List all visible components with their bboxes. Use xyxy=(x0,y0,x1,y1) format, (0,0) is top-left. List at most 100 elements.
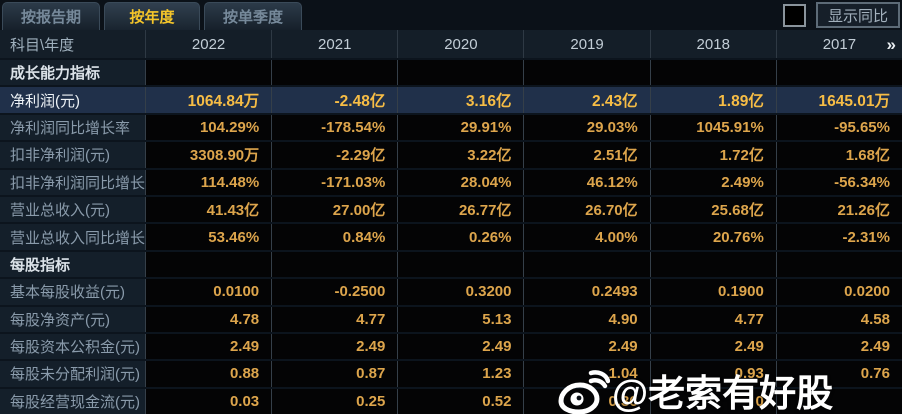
table-row[interactable]: 每股未分配利润(元) 0.88 0.87 1.23 1.04 0.93 0.76 xyxy=(0,359,902,387)
value-cell-2022: 114.48% xyxy=(145,169,272,195)
value-cell-2020: 28.04% xyxy=(397,169,524,195)
year-header-2020: 2020 xyxy=(397,30,523,58)
table-body: 成长能力指标 净利润(元) 1064.84万 -2.48亿 3.16亿 2.43亿 1.89… xyxy=(0,58,902,414)
tab-report-period[interactable]: 按报告期 xyxy=(2,2,101,30)
value-cell-2021: -178.54% xyxy=(271,114,398,141)
show-yoy-checkbox[interactable] xyxy=(782,3,806,27)
value-cell-2018: 0 xyxy=(649,388,776,414)
value-cell-2017: 2.49 xyxy=(775,333,902,360)
value-cell-2020: 0.52 xyxy=(397,388,524,414)
row-label: 扣非净利润(元) xyxy=(0,142,145,168)
value-cell-2018: 1045.91% xyxy=(649,114,776,141)
value-cell-2018 xyxy=(649,251,776,278)
value-cell-2022: 0.88 xyxy=(145,361,272,387)
table-row[interactable]: 每股资本公积金(元) 2.49 2.49 2.49 2.49 2.49 2.49 xyxy=(0,331,902,360)
value-cell-2017: -95.65% xyxy=(775,114,902,141)
value-cell-2019: 46.12% xyxy=(523,169,650,195)
value-cell-2019: 0.2493 xyxy=(523,279,650,305)
value-cell-2021: 0.87 xyxy=(271,361,398,387)
value-cell-2018: 4.77 xyxy=(649,306,776,332)
value-cell-2017: -2.31% xyxy=(775,224,902,250)
row-label: 每股资本公积金(元) xyxy=(0,333,145,360)
table-row[interactable]: 每股经营现金流(元) 0.03 0.25 0.52 0.36 0 xyxy=(0,386,902,414)
year-header-2021: 2021 xyxy=(271,30,397,58)
row-label: 每股指标 xyxy=(0,251,145,278)
table-row[interactable]: 营业总收入同比增长率53.46%0.84%0.26%4.00%20.76%-2.… xyxy=(0,222,902,250)
value-cell-2017 xyxy=(775,60,902,86)
value-cell-2019: 4.00% xyxy=(523,224,650,250)
value-cell-2018 xyxy=(649,60,776,86)
value-cell-2020: 2.49 xyxy=(397,333,524,360)
table-row[interactable]: 扣非净利润同比增长率114.48%-171.03%28.04%46.12%2.4… xyxy=(0,167,902,195)
value-cell-2019: 2.51亿 xyxy=(523,142,650,168)
value-cell-2018: 1.72亿 xyxy=(649,142,776,168)
value-cell-2022: 0.03 xyxy=(145,388,272,414)
value-cell-2017: 21.26亿 xyxy=(775,196,902,223)
table-row[interactable]: 每股净资产(元) 4.78 4.77 5.13 4.90 4.77 4.58 xyxy=(0,304,902,332)
value-cell-2019: 26.70亿 xyxy=(523,196,650,223)
year-header-2017-label: 2017 xyxy=(822,35,857,53)
value-cell-2019: 4.90 xyxy=(523,306,650,332)
value-cell-2021: -2.29亿 xyxy=(271,142,398,168)
yoy-controls: 显示同比 xyxy=(782,2,900,28)
table-row[interactable]: 净利润同比增长率 104.29% -178.54% 29.91% 29.03% 1045.… xyxy=(0,112,902,141)
value-cell-2021: -0.2500 xyxy=(271,279,398,305)
row-label: 营业总收入(元) xyxy=(0,196,145,223)
value-cell-2019 xyxy=(523,251,650,278)
value-cell-2022 xyxy=(145,251,272,278)
value-cell-2020: 0.3200 xyxy=(397,279,524,305)
value-cell-2020: 0.26% xyxy=(397,224,524,250)
value-cell-2018: 1.89亿 xyxy=(649,87,776,113)
row-label: 基本每股收益(元) xyxy=(0,279,145,305)
value-cell-2017: 0.76 xyxy=(775,361,902,387)
value-cell-2022: 4.78 xyxy=(145,306,272,332)
year-header-2022: 2022 xyxy=(145,30,271,58)
value-cell-2021 xyxy=(271,60,398,86)
value-cell-2021: 0.25 xyxy=(271,388,398,414)
value-cell-2020: 29.91% xyxy=(397,114,524,141)
row-label: 净利润同比增长率 xyxy=(0,114,145,141)
year-header-2019: 2019 xyxy=(523,30,649,58)
row-label: 每股经营现金流(元) xyxy=(0,388,145,414)
row-label: 营业总收入同比增长率 xyxy=(0,224,145,250)
value-cell-2021 xyxy=(271,251,398,278)
year-header-2018: 2018 xyxy=(649,30,776,58)
table-row[interactable]: 净利润(元) 1064.84万 -2.48亿 3.16亿 2.43亿 1.89亿 1645.… xyxy=(0,85,902,113)
value-cell-2022: 1064.84万 xyxy=(145,87,272,113)
table-row[interactable]: 扣非净利润(元) 3308.90万 -2.29亿 3.22亿 2.51亿 1.72亿 1.6… xyxy=(0,140,902,168)
value-cell-2022: 104.29% xyxy=(145,114,272,141)
value-cell-2021: 0.84% xyxy=(271,224,398,250)
row-label: 净利润(元) xyxy=(0,87,145,113)
value-cell-2018: 2.49 xyxy=(649,333,776,360)
value-cell-2020: 3.22亿 xyxy=(397,142,524,168)
table-header: 科目\年度 2022 2021 2020 2019 2018 2017 » xyxy=(0,30,902,58)
value-cell-2020 xyxy=(397,251,524,278)
value-cell-2019: 2.49 xyxy=(523,333,650,360)
value-cell-2022 xyxy=(145,60,272,86)
value-cell-2021: -171.03% xyxy=(271,169,398,195)
tab-single-quarter[interactable]: 按单季度 xyxy=(204,2,303,30)
value-cell-2020: 1.23 xyxy=(397,361,524,387)
value-cell-2022: 41.43亿 xyxy=(145,196,272,223)
section-row[interactable]: 成长能力指标 xyxy=(0,58,902,86)
section-row[interactable]: 每股指标 xyxy=(0,249,902,278)
tab-annual[interactable]: 按年度 xyxy=(104,2,201,30)
year-header-2017: 2017 » xyxy=(775,30,902,58)
value-cell-2017: 0.0200 xyxy=(775,279,902,305)
value-cell-2018: 0.93 xyxy=(649,361,776,387)
value-cell-2022: 3308.90万 xyxy=(145,142,272,168)
value-cell-2021: 4.77 xyxy=(271,306,398,332)
table-row[interactable]: 营业总收入(元) 41.43亿 27.00亿 26.77亿 26.70亿 25.68亿 21… xyxy=(0,194,902,223)
table-row[interactable]: 基本每股收益(元) 0.0100 -0.2500 0.3200 0.2493 0.1900… xyxy=(0,277,902,305)
value-cell-2018: 25.68亿 xyxy=(649,196,776,223)
value-cell-2022: 0.0100 xyxy=(145,279,272,305)
value-cell-2020: 3.16亿 xyxy=(397,87,524,113)
value-cell-2017 xyxy=(775,388,902,414)
show-yoy-button[interactable]: 显示同比 xyxy=(815,2,900,28)
value-cell-2020 xyxy=(397,60,524,86)
row-label: 每股净资产(元) xyxy=(0,306,145,332)
value-cell-2017 xyxy=(775,251,902,278)
more-years-chevron-icon[interactable]: » xyxy=(886,34,896,54)
value-cell-2021: 2.49 xyxy=(271,333,398,360)
